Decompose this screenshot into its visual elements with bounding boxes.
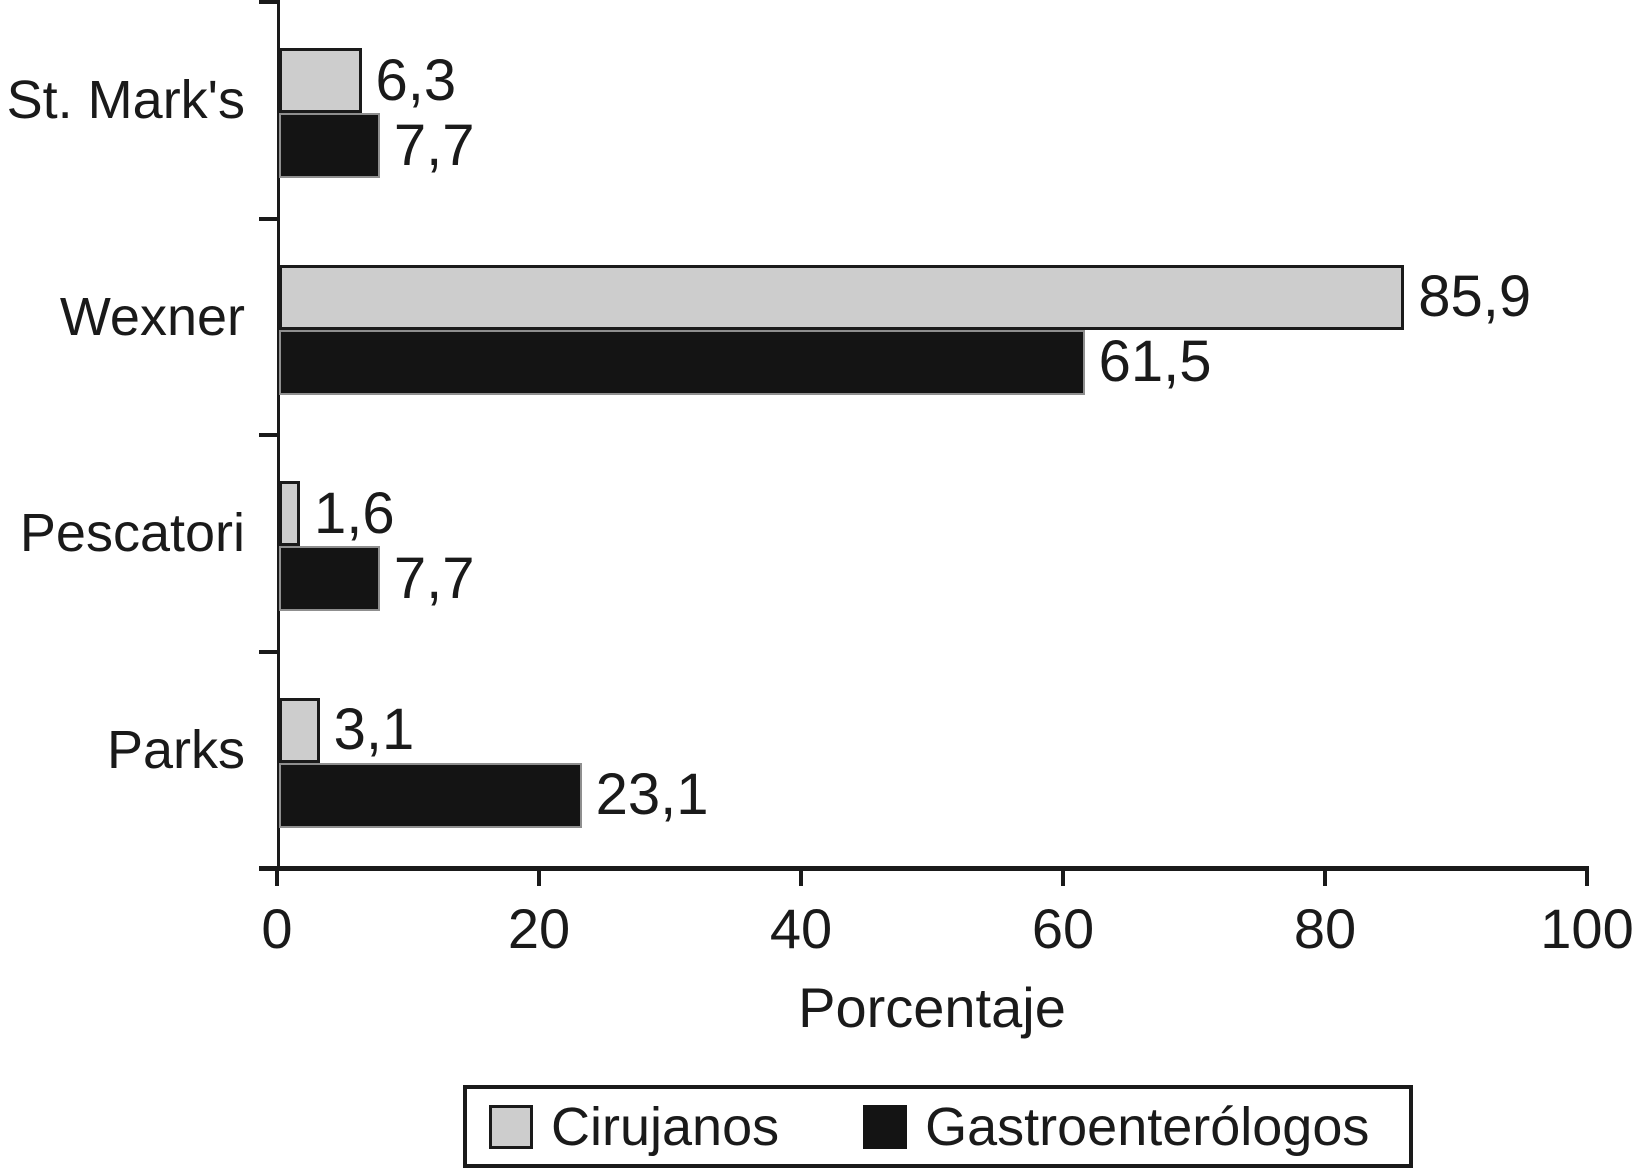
x-tick-label: 100 xyxy=(1540,897,1634,960)
x-axis-tick xyxy=(275,871,279,886)
value-label: 7,7 xyxy=(393,545,475,611)
x-axis-tick xyxy=(1323,871,1327,886)
cirujanos-swatch-icon xyxy=(489,1104,533,1149)
x-tick-label: 0 xyxy=(261,897,293,960)
y-axis-tick xyxy=(259,433,277,437)
x-tick-label: 20 xyxy=(507,897,571,960)
x-axis-tick xyxy=(1061,871,1065,886)
bar-gastroenterologos xyxy=(279,762,582,828)
value-label: 6,3 xyxy=(375,47,457,113)
x-axis-tick xyxy=(1585,871,1589,886)
y-axis-tick xyxy=(259,216,277,221)
bar-cirujanos xyxy=(279,697,320,763)
x-axis xyxy=(259,866,1589,871)
x-tick-label: 40 xyxy=(769,897,833,960)
legend-label-gastroenterologos: Gastroenterólogos xyxy=(925,1096,1370,1157)
x-axis-title: Porcentaje xyxy=(798,976,1066,1039)
bar-gastroenterologos xyxy=(279,329,1085,395)
bar-gastroenterologos xyxy=(279,546,380,611)
y-axis xyxy=(277,0,280,871)
x-axis-tick xyxy=(537,871,541,886)
category-label: Wexner xyxy=(59,286,245,347)
y-axis-tick xyxy=(259,649,277,654)
legend: Cirujanos Gastroenterólogos xyxy=(463,1085,1413,1168)
category-label: Parks xyxy=(106,719,245,780)
value-label: 3,1 xyxy=(333,697,415,762)
x-axis-tick xyxy=(799,871,803,886)
bar-cirujanos xyxy=(279,481,300,546)
category-label: Pescatori xyxy=(19,503,245,563)
value-label: 61,5 xyxy=(1098,329,1212,394)
legend-item-gastroenterologos: Gastroenterólogos xyxy=(863,1100,1369,1154)
value-label: 23,1 xyxy=(595,762,709,827)
value-label: 7,7 xyxy=(393,112,475,178)
x-tick-label: 60 xyxy=(1031,897,1095,960)
legend-label-cirujanos: Cirujanos xyxy=(551,1096,780,1157)
bar-gastroenterologos xyxy=(279,113,380,178)
gastroenterologos-swatch-icon xyxy=(863,1104,908,1149)
bar-cirujanos xyxy=(279,48,362,113)
legend-item-cirujanos: Cirujanos xyxy=(489,1100,779,1154)
value-label: 1,6 xyxy=(313,480,395,546)
y-axis-tick xyxy=(259,0,277,4)
value-label: 85,9 xyxy=(1418,264,1532,329)
x-tick-label: 80 xyxy=(1293,897,1357,960)
bar-cirujanos xyxy=(279,264,1405,330)
category-label: St. Mark's xyxy=(6,70,245,130)
